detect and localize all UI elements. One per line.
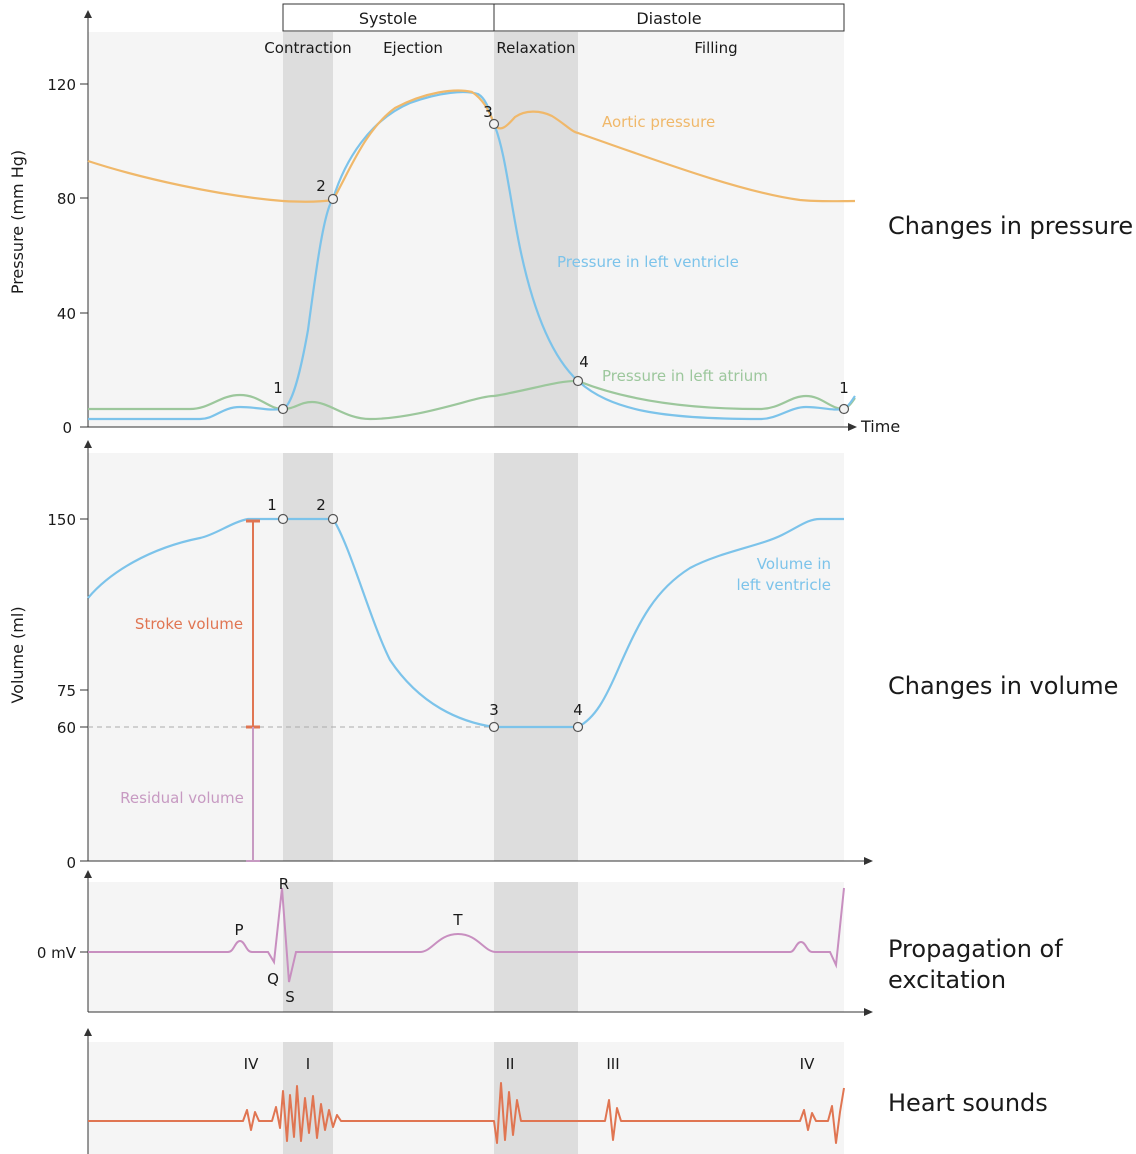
atrium-pressure-label: Pressure in left atrium bbox=[602, 367, 768, 385]
relaxation-shade-pressure bbox=[494, 32, 578, 427]
volume-point-4 bbox=[572, 721, 584, 733]
ecg-wave-q: Q bbox=[267, 970, 279, 988]
ecg-wave-s: S bbox=[285, 988, 295, 1006]
sounds-panel-bg bbox=[88, 1042, 844, 1154]
sounds-y-arrow bbox=[84, 1028, 92, 1036]
pressure-x-arrow bbox=[848, 423, 857, 431]
stroke-volume-label: Stroke volume bbox=[135, 615, 243, 633]
pressure-tick-80: 80 bbox=[57, 190, 76, 208]
aortic-pressure-label: Aortic pressure bbox=[602, 113, 715, 131]
volume-y-label: Volume (ml) bbox=[8, 606, 27, 703]
ventricle-volume-label-1: Volume in bbox=[757, 555, 831, 573]
volume-point-label-1: 1 bbox=[267, 496, 277, 514]
residual-volume-bar bbox=[246, 727, 260, 862]
sound-label-iv-start: IV bbox=[244, 1055, 259, 1073]
contraction-shade-volume bbox=[283, 453, 333, 861]
volume-point-3 bbox=[488, 721, 500, 733]
volume-tick-75: 75 bbox=[57, 682, 76, 700]
ventricle-volume-line bbox=[87, 517, 844, 729]
volume-x-arrow bbox=[864, 857, 873, 865]
ecg-panel-title-2: excitation bbox=[888, 966, 1006, 994]
volume-ticks bbox=[80, 518, 88, 862]
ecg-y-arrow bbox=[84, 870, 92, 878]
relaxation-shade-volume bbox=[494, 453, 578, 861]
diastole-box bbox=[493, 3, 845, 32]
volume-y-arrow bbox=[84, 440, 92, 448]
pressure-ticks bbox=[80, 83, 88, 428]
sound-label-i: I bbox=[306, 1055, 310, 1073]
volume-tick-0: 0 bbox=[66, 854, 76, 872]
volume-point-1 bbox=[277, 513, 289, 525]
pressure-tick-0: 0 bbox=[62, 419, 72, 437]
sound-label-iv-end: IV bbox=[800, 1055, 815, 1073]
volume-tick-60: 60 bbox=[57, 719, 76, 737]
diastole-label: Diastole bbox=[636, 9, 701, 28]
ventricle-volume-label-2: left ventricle bbox=[736, 576, 831, 594]
ventricle-pressure-label: Pressure in left ventricle bbox=[557, 253, 739, 271]
volume-point-label-2: 2 bbox=[316, 496, 326, 514]
time-label: Time bbox=[860, 417, 900, 436]
ecg-panel-bg bbox=[88, 882, 844, 1012]
pressure-point-label-1: 1 bbox=[273, 379, 283, 397]
relaxation-label: Relaxation bbox=[496, 39, 575, 57]
pressure-point-label-1-end: 1 bbox=[839, 379, 849, 397]
ecg-x-arrow bbox=[864, 1008, 873, 1016]
ecg-wave-t: T bbox=[452, 911, 463, 929]
pressure-y-arrow bbox=[84, 10, 92, 18]
contraction-shade-sounds bbox=[283, 1042, 333, 1154]
volume-panel-bg bbox=[88, 453, 844, 861]
ecg-trace bbox=[88, 887, 845, 983]
residual-volume-label: Residual volume bbox=[120, 789, 244, 807]
pressure-tick-120: 120 bbox=[47, 76, 76, 94]
sound-label-iii: III bbox=[606, 1055, 619, 1073]
pressure-point-3 bbox=[488, 118, 500, 130]
ejection-label: Ejection bbox=[383, 39, 443, 57]
heart-sounds-trace bbox=[88, 1082, 845, 1144]
filling-label: Filling bbox=[694, 39, 737, 57]
contraction-label: Contraction bbox=[264, 39, 351, 57]
pressure-point-2 bbox=[327, 193, 339, 205]
pressure-point-label-2: 2 bbox=[316, 177, 326, 195]
pressure-point-1-end bbox=[838, 403, 850, 415]
volume-panel-title: Changes in volume bbox=[888, 672, 1118, 700]
relaxation-shade-ecg bbox=[494, 882, 578, 1012]
sounds-panel-title: Heart sounds bbox=[888, 1089, 1048, 1117]
pressure-point-label-3: 3 bbox=[483, 103, 493, 121]
contraction-shade-pressure bbox=[283, 32, 333, 427]
ecg-zero-label: 0 mV bbox=[37, 944, 77, 962]
volume-tick-150: 150 bbox=[47, 511, 76, 529]
systole-label: Systole bbox=[359, 9, 417, 28]
ecg-wave-p: P bbox=[234, 921, 243, 939]
pressure-point-4 bbox=[572, 375, 584, 387]
contraction-shade-ecg bbox=[283, 882, 333, 1012]
pressure-panel-bg bbox=[88, 32, 844, 427]
volume-point-2 bbox=[327, 513, 339, 525]
volume-point-label-3: 3 bbox=[489, 701, 499, 719]
ecg-wave-r: R bbox=[279, 875, 289, 893]
pressure-tick-40: 40 bbox=[57, 305, 76, 323]
pressure-y-label: Pressure (mm Hg) bbox=[8, 150, 27, 294]
pressure-point-1 bbox=[277, 403, 289, 415]
ecg-panel-title-1: Propagation of bbox=[888, 935, 1063, 963]
sound-label-ii: II bbox=[506, 1055, 515, 1073]
pressure-panel-title: Changes in pressure bbox=[888, 212, 1133, 240]
pressure-point-label-4: 4 bbox=[579, 353, 589, 371]
volume-point-label-4: 4 bbox=[573, 701, 583, 719]
